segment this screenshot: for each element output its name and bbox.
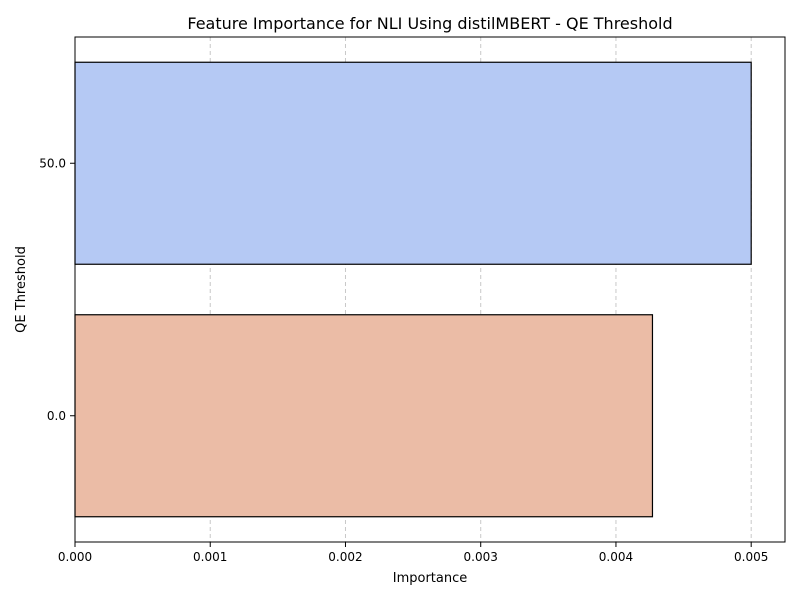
x-axis-ticks: 0.000 0.001 0.002 0.003 0.004 0.005 — [58, 542, 768, 564]
y-axis-label: QE Threshold — [14, 246, 29, 333]
plot-area-frame — [74, 36, 786, 543]
y-tick-label: 50.0 — [39, 156, 66, 170]
bar-50-0 — [74, 61, 752, 265]
x-tick-label: 0.005 — [734, 550, 768, 564]
chart-title: Feature Importance for NLI Using distilM… — [187, 14, 672, 33]
x-axis-label: Importance — [393, 571, 468, 586]
x-tick-label: 0.001 — [193, 550, 227, 564]
bar-0-0 — [74, 314, 654, 518]
x-tick-label: 0.000 — [58, 550, 92, 564]
y-tick-label: 0.0 — [47, 409, 66, 423]
x-tick-label: 0.004 — [599, 550, 633, 564]
bars — [74, 61, 752, 518]
y-axis-ticks: 50.0 0.0 — [39, 156, 75, 423]
x-tick-label: 0.002 — [328, 550, 362, 564]
x-tick-label: 0.003 — [464, 550, 498, 564]
